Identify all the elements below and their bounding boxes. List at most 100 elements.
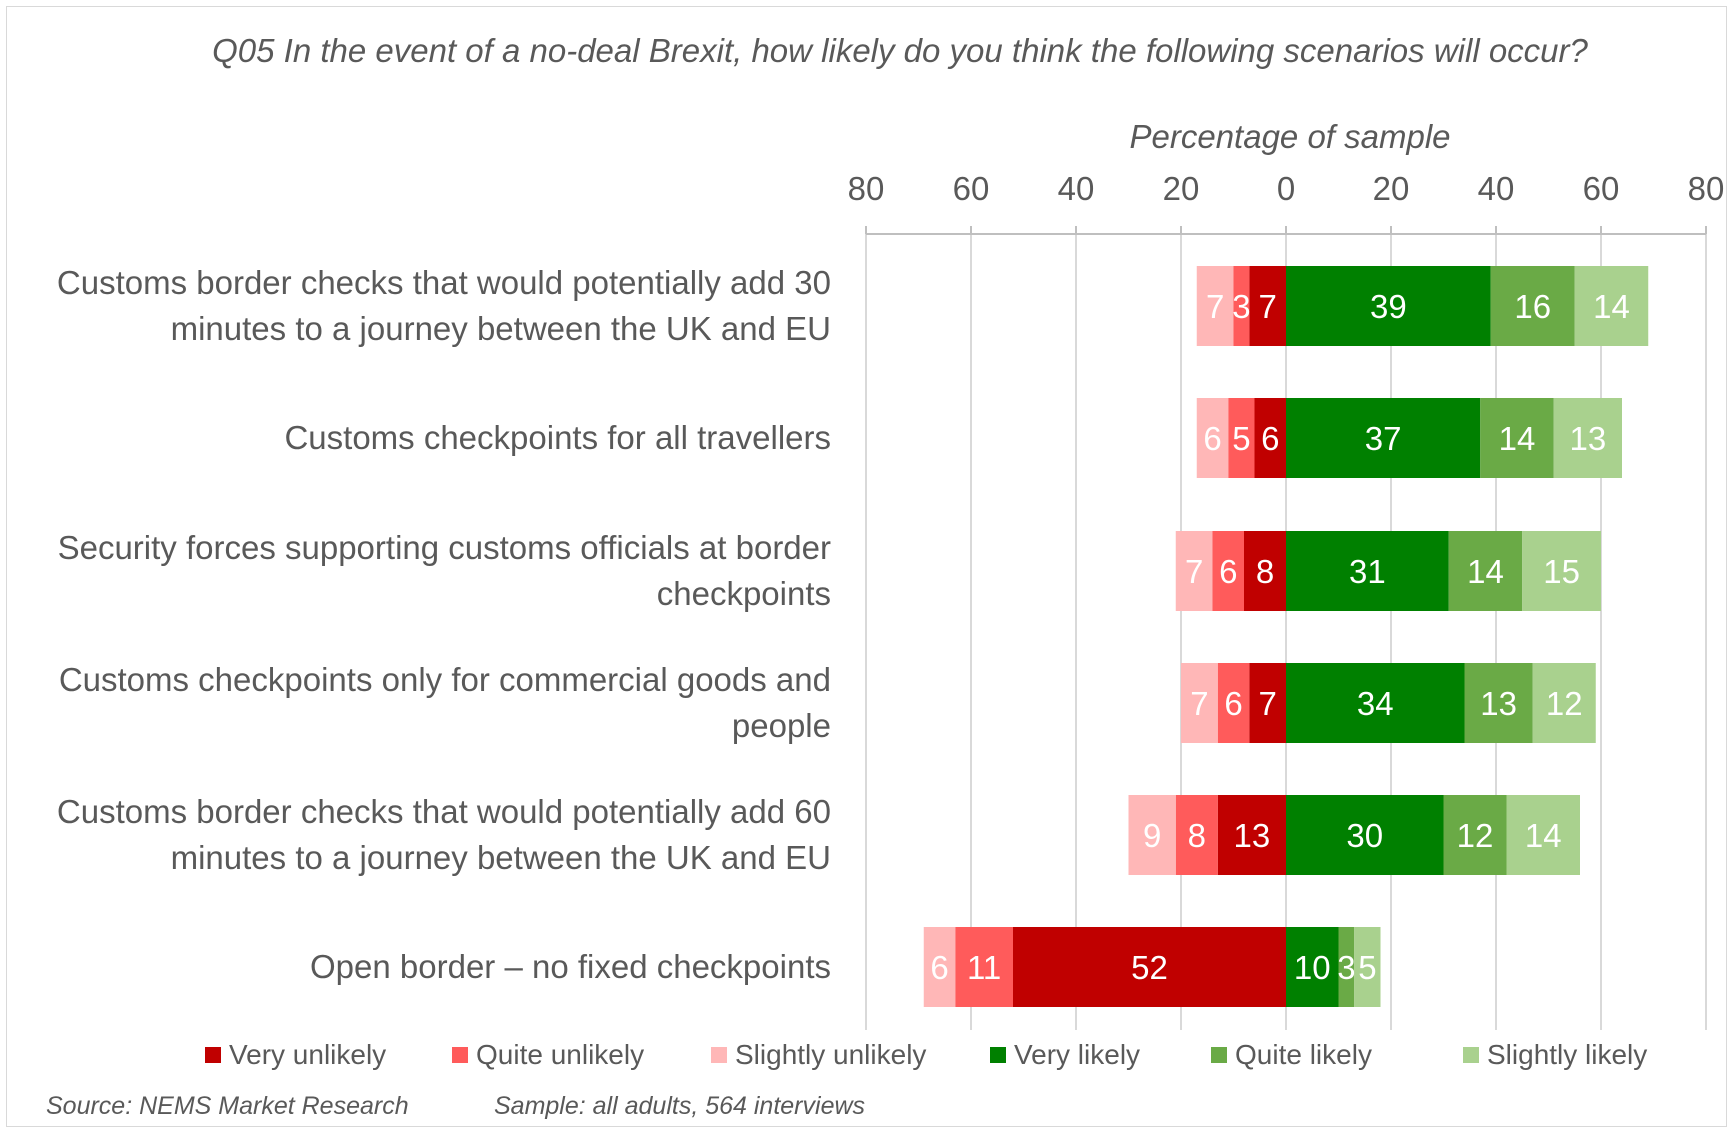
footer-sample: Sample: all adults, 564 interviews <box>494 1092 866 1120</box>
data-label: 12 <box>1546 685 1583 722</box>
bar-segment <box>1196 398 1229 478</box>
category-label: Customs checkpoints for all travellers <box>6 415 831 461</box>
data-label: 10 <box>1294 949 1331 986</box>
data-label: 7 <box>1258 685 1276 722</box>
x-tick-label: 0 <box>1277 170 1295 207</box>
category-label-line: minutes to a journey between the UK and … <box>170 310 831 347</box>
legend-label: Very likely <box>1014 1039 1141 1070</box>
bar-segment <box>1181 663 1218 743</box>
data-label: 6 <box>1203 420 1221 457</box>
legend-label: Quite unlikely <box>476 1039 645 1070</box>
bar-segment <box>1175 531 1213 611</box>
data-label: 6 <box>1219 553 1237 590</box>
x-tick-label: 80 <box>1688 170 1725 207</box>
data-label: 7 <box>1258 288 1276 325</box>
bar-segment <box>1244 531 1286 611</box>
legend-label: Quite likely <box>1235 1039 1372 1070</box>
x-tick-label: 60 <box>953 170 990 207</box>
legend-swatch <box>205 1047 221 1063</box>
legend-item: Slightly unlikely <box>711 1038 926 1072</box>
bar-segment <box>1506 795 1580 875</box>
category-label-line: Customs border checks that would potenti… <box>56 264 831 301</box>
category-label: Customs border checks that would potenti… <box>6 260 831 352</box>
data-label: 52 <box>1131 949 1168 986</box>
data-label: 13 <box>1480 685 1517 722</box>
category-label-line: Customs checkpoints for all travellers <box>284 419 831 456</box>
data-label: 7 <box>1206 288 1224 325</box>
data-label: 7 <box>1185 553 1203 590</box>
bar-segment <box>1196 266 1234 346</box>
category-label: Security forces supporting customs offic… <box>6 525 831 617</box>
legend-item: Slightly likely <box>1463 1038 1647 1072</box>
bar-segment <box>1249 663 1286 743</box>
bar-segment <box>1233 266 1250 346</box>
bar-segment <box>1249 266 1286 346</box>
category-label-line: people <box>731 707 831 744</box>
chart-title: Q05 In the event of a no-deal Brexit, ho… <box>212 32 1588 69</box>
data-label: 31 <box>1349 553 1386 590</box>
data-label: 14 <box>1593 288 1630 325</box>
bar-segment <box>1532 663 1596 743</box>
x-tick-label: 60 <box>1583 170 1620 207</box>
bar-segment <box>1212 531 1244 611</box>
data-label: 5 <box>1358 949 1376 986</box>
legend-label: Very unlikely <box>229 1039 387 1070</box>
x-tick-label: 80 <box>848 170 885 207</box>
data-label: 14 <box>1467 553 1504 590</box>
bar-segment <box>1354 927 1381 1007</box>
data-label: 30 <box>1346 817 1383 854</box>
data-label: 14 <box>1499 420 1536 457</box>
bar-segment <box>1013 927 1286 1007</box>
data-label: 8 <box>1188 817 1206 854</box>
x-tick-label: 20 <box>1373 170 1410 207</box>
data-label: 13 <box>1234 817 1271 854</box>
data-label: 7 <box>1190 685 1208 722</box>
legend-label: Slightly unlikely <box>735 1039 927 1070</box>
data-label: 39 <box>1370 288 1407 325</box>
bar-segment <box>1175 795 1218 875</box>
legend-item: Very likely <box>990 1038 1140 1072</box>
legend-swatch <box>711 1047 727 1063</box>
x-tick-label: 20 <box>1163 170 1200 207</box>
legend-item: Quite unlikely <box>452 1038 644 1072</box>
bar-segment <box>1217 795 1286 875</box>
bar-segment <box>1228 398 1255 478</box>
data-label: 11 <box>967 949 1001 986</box>
bar-segment <box>955 927 1013 1007</box>
bar-segment <box>1448 531 1523 611</box>
data-label: 37 <box>1365 420 1402 457</box>
category-label: Open border – no fixed checkpoints <box>6 944 831 990</box>
category-label-line: Customs checkpoints only for commercial … <box>58 661 831 698</box>
category-label: Customs checkpoints only for commercial … <box>6 657 831 749</box>
data-label: 12 <box>1457 817 1494 854</box>
bar-segment <box>1286 531 1449 611</box>
data-label: 3 <box>1337 949 1355 986</box>
data-label: 13 <box>1570 420 1607 457</box>
category-label: Customs border checks that would potenti… <box>6 789 831 881</box>
bar-segment <box>923 927 956 1007</box>
bar-segment <box>1128 795 1176 875</box>
legend-item: Quite likely <box>1211 1038 1372 1072</box>
bar-segment <box>1522 531 1601 611</box>
legend-swatch <box>990 1047 1006 1063</box>
bar-segment <box>1217 663 1250 743</box>
category-label-line: minutes to a journey between the UK and … <box>170 839 831 876</box>
bar-segment <box>1574 266 1649 346</box>
data-label: 14 <box>1525 817 1562 854</box>
bar-segment <box>1464 663 1533 743</box>
x-axis-title: Percentage of sample <box>1129 118 1451 155</box>
legend-swatch <box>452 1047 468 1063</box>
footer-source: Source: NEMS Market Research <box>46 1092 409 1120</box>
category-label-line: checkpoints <box>656 575 831 612</box>
bar-segment <box>1553 398 1622 478</box>
data-label: 15 <box>1543 553 1580 590</box>
data-label: 3 <box>1232 288 1250 325</box>
bar-segment <box>1443 795 1507 875</box>
data-label: 5 <box>1232 420 1250 457</box>
data-label: 6 <box>1224 685 1242 722</box>
legend-swatch <box>1211 1047 1227 1063</box>
category-label-line: Customs border checks that would potenti… <box>56 793 831 830</box>
bar-segment <box>1490 266 1575 346</box>
data-label: 6 <box>930 949 948 986</box>
